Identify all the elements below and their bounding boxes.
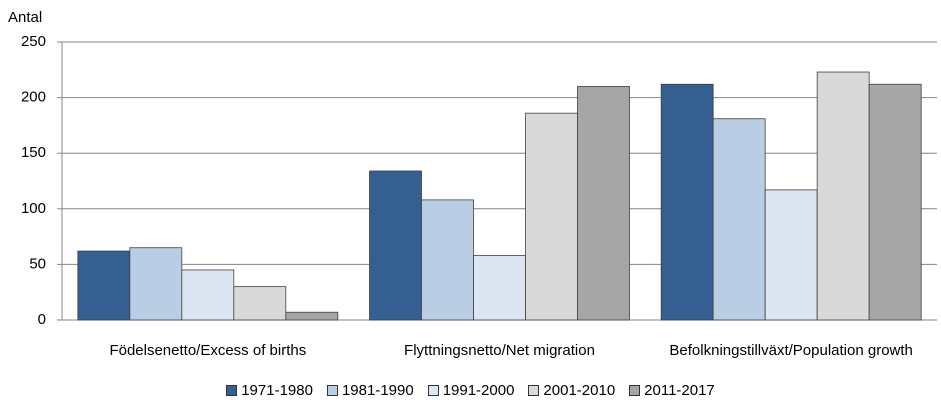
bar xyxy=(525,112,578,321)
bar xyxy=(816,71,870,321)
bar xyxy=(421,199,474,321)
bar xyxy=(473,255,526,321)
legend-item: 1971-1980 xyxy=(226,382,313,399)
bar xyxy=(181,269,235,321)
y-tick-label: 100 xyxy=(21,200,46,217)
legend-label: 1971-1980 xyxy=(241,382,313,399)
x-tick-label: Flyttningsnetto/Net migration xyxy=(404,342,595,359)
legend-label: 2011-2017 xyxy=(644,382,715,399)
bar xyxy=(369,170,422,321)
bar xyxy=(868,83,922,321)
legend-swatch xyxy=(427,385,439,396)
x-tick-label: Födelsenetto/Excess of births xyxy=(109,342,307,359)
legend-item: 1981-1990 xyxy=(326,382,414,399)
legend-label: 1991-2000 xyxy=(442,382,515,399)
legend-item: 2011-2017 xyxy=(629,382,715,399)
bar xyxy=(129,247,183,321)
legend-swatch xyxy=(226,385,238,396)
bar xyxy=(77,250,131,321)
y-tick-label: 50 xyxy=(29,255,46,272)
bar xyxy=(660,83,714,321)
legend-item: 1991-2000 xyxy=(427,382,515,399)
y-tick-label: 250 xyxy=(21,33,46,50)
legend-swatch xyxy=(629,385,641,396)
x-tick-label: Befolkningstillväxt/Population growth xyxy=(669,342,913,359)
y-tick-label: 150 xyxy=(21,144,46,161)
bar xyxy=(764,189,818,321)
y-tick-label: 0 xyxy=(38,311,46,328)
legend-swatch xyxy=(326,385,338,396)
y-tick-label: 200 xyxy=(21,89,46,106)
bar xyxy=(285,311,339,321)
bar xyxy=(577,86,630,321)
bar xyxy=(233,286,287,321)
y-axis-label: Antal xyxy=(8,9,42,26)
legend-swatch xyxy=(528,385,540,396)
bar xyxy=(712,118,766,321)
legend: 1971-1980 1981-1990 1991-2000 2001-2010 2011… xyxy=(0,382,941,399)
legend-label: 1981-1990 xyxy=(341,382,414,399)
legend-item: 2001-2010 xyxy=(528,382,615,399)
legend-label: 2001-2010 xyxy=(543,382,616,399)
